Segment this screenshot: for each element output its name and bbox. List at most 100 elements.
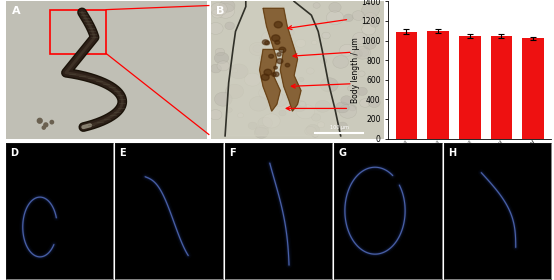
Circle shape <box>225 22 234 30</box>
Circle shape <box>363 13 377 23</box>
Circle shape <box>273 72 279 76</box>
Polygon shape <box>260 8 301 111</box>
Point <box>39 125 48 130</box>
Circle shape <box>271 73 276 76</box>
Bar <box>50 10 106 53</box>
Circle shape <box>370 20 379 27</box>
Circle shape <box>258 117 273 129</box>
Circle shape <box>335 102 349 113</box>
Circle shape <box>341 96 352 105</box>
Circle shape <box>248 122 257 129</box>
Circle shape <box>216 4 235 18</box>
Circle shape <box>326 11 343 25</box>
Circle shape <box>211 3 227 16</box>
Circle shape <box>312 132 319 137</box>
Circle shape <box>264 69 271 75</box>
Point <box>35 118 44 123</box>
Text: A: A <box>12 6 20 15</box>
Circle shape <box>349 105 356 111</box>
Circle shape <box>306 68 314 74</box>
Circle shape <box>253 45 263 52</box>
Circle shape <box>305 127 316 136</box>
Circle shape <box>261 32 276 43</box>
Circle shape <box>320 78 338 92</box>
Circle shape <box>355 46 371 59</box>
Circle shape <box>269 4 284 17</box>
Circle shape <box>254 127 268 138</box>
Point <box>42 123 50 127</box>
Circle shape <box>317 122 325 128</box>
Circle shape <box>353 32 367 44</box>
Circle shape <box>244 73 261 86</box>
Circle shape <box>229 64 248 79</box>
Point <box>48 120 57 124</box>
Circle shape <box>214 92 232 106</box>
Circle shape <box>299 77 304 82</box>
Circle shape <box>313 3 320 8</box>
Circle shape <box>215 48 225 56</box>
Circle shape <box>269 47 283 58</box>
Text: E: E <box>119 148 126 158</box>
Circle shape <box>265 41 269 45</box>
Circle shape <box>368 98 380 108</box>
Circle shape <box>274 22 283 28</box>
Circle shape <box>343 14 353 22</box>
Circle shape <box>306 124 320 135</box>
Circle shape <box>208 22 223 34</box>
Bar <box>522 38 544 139</box>
Text: D: D <box>10 148 18 158</box>
Circle shape <box>285 63 290 67</box>
Circle shape <box>266 91 283 104</box>
Bar <box>459 36 480 139</box>
Polygon shape <box>225 1 341 136</box>
Circle shape <box>277 53 281 56</box>
Circle shape <box>214 52 229 64</box>
Circle shape <box>211 64 222 73</box>
Circle shape <box>279 47 286 53</box>
Circle shape <box>258 62 265 67</box>
Circle shape <box>311 114 321 121</box>
Circle shape <box>271 35 280 41</box>
Circle shape <box>360 99 371 107</box>
Circle shape <box>357 87 367 95</box>
Circle shape <box>315 100 330 112</box>
Circle shape <box>320 59 327 64</box>
Circle shape <box>353 50 362 58</box>
Circle shape <box>232 68 238 73</box>
Circle shape <box>262 114 280 128</box>
Circle shape <box>249 96 268 111</box>
Circle shape <box>212 9 223 18</box>
Circle shape <box>363 39 376 49</box>
Text: 100 μm: 100 μm <box>330 125 348 130</box>
Polygon shape <box>6 1 207 139</box>
Circle shape <box>263 40 269 45</box>
Circle shape <box>269 54 274 58</box>
Bar <box>427 31 449 139</box>
Polygon shape <box>211 1 384 139</box>
Circle shape <box>260 62 271 71</box>
Circle shape <box>337 122 347 130</box>
Circle shape <box>249 42 266 55</box>
Circle shape <box>333 56 348 68</box>
Circle shape <box>261 74 269 80</box>
Circle shape <box>362 3 379 17</box>
Circle shape <box>274 66 278 69</box>
Text: F: F <box>229 148 235 158</box>
Circle shape <box>238 113 244 118</box>
Circle shape <box>329 3 341 12</box>
Circle shape <box>339 104 357 118</box>
Circle shape <box>296 104 315 119</box>
Circle shape <box>311 40 317 45</box>
Text: G: G <box>338 148 346 158</box>
Bar <box>491 36 512 139</box>
Y-axis label: Body length / μm: Body length / μm <box>351 37 360 103</box>
Circle shape <box>352 11 365 20</box>
Circle shape <box>322 32 330 39</box>
Circle shape <box>358 71 365 76</box>
Circle shape <box>227 108 232 112</box>
Circle shape <box>340 44 355 56</box>
Circle shape <box>299 101 306 107</box>
Circle shape <box>255 126 269 136</box>
Circle shape <box>271 94 288 107</box>
Circle shape <box>347 86 355 91</box>
